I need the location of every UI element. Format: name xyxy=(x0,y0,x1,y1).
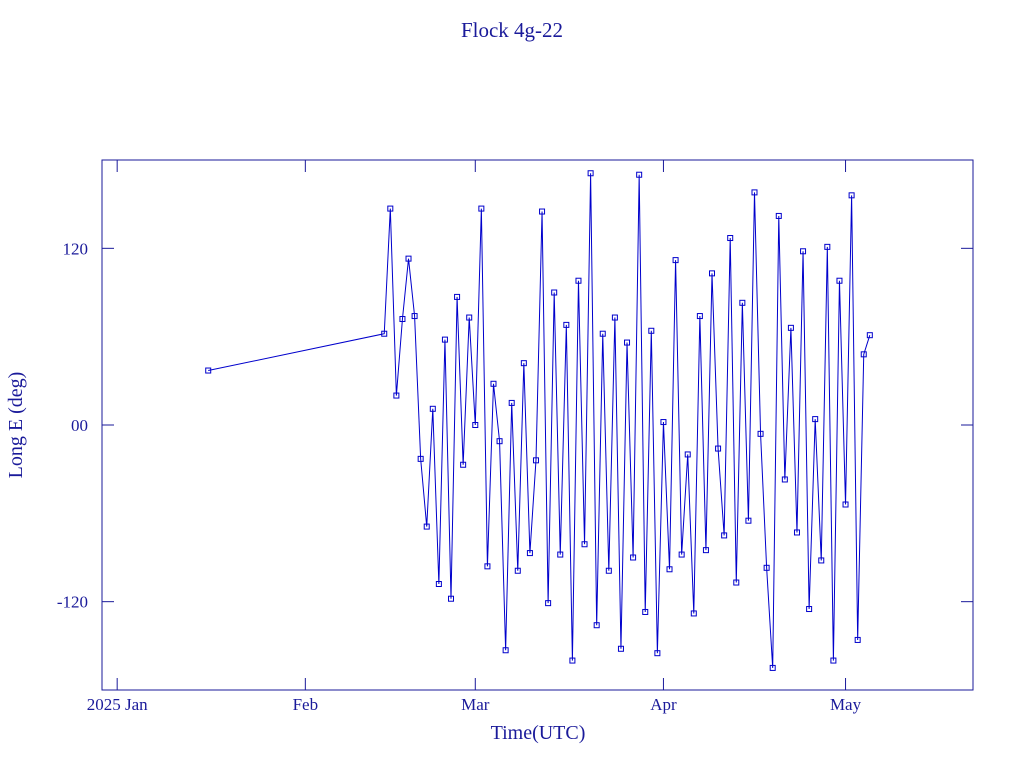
data-point xyxy=(399,316,406,322)
data-point xyxy=(423,523,430,530)
data-point xyxy=(690,610,697,617)
data-point xyxy=(702,547,709,554)
data-point xyxy=(605,567,612,574)
data-point xyxy=(587,170,594,177)
data-point xyxy=(545,600,552,607)
data-point xyxy=(715,445,722,452)
data-point xyxy=(775,212,782,219)
x-tick-label: Mar xyxy=(461,695,490,714)
data-point xyxy=(751,189,758,196)
data-point xyxy=(551,289,558,296)
data-point xyxy=(454,293,461,300)
y-tick-label: -120 xyxy=(57,593,88,612)
x-tick-label: Apr xyxy=(650,695,677,714)
data-point xyxy=(478,205,485,212)
data-point xyxy=(745,517,752,524)
data-point xyxy=(490,380,497,387)
data-point xyxy=(727,235,734,242)
data-point xyxy=(393,392,400,399)
data-point xyxy=(381,330,388,337)
data-point xyxy=(448,595,455,602)
data-point xyxy=(642,608,649,615)
data-point xyxy=(520,360,527,367)
plot-area xyxy=(205,170,873,671)
data-point xyxy=(526,550,533,557)
data-point xyxy=(611,314,618,321)
data-point xyxy=(441,336,448,343)
data-point xyxy=(569,657,576,664)
data-point xyxy=(818,557,825,564)
data-point xyxy=(739,299,746,306)
data-point xyxy=(484,563,491,570)
data-point xyxy=(824,243,831,250)
data-point xyxy=(636,171,643,178)
data-point xyxy=(836,277,843,284)
data-point xyxy=(417,455,424,462)
data-point xyxy=(472,422,479,428)
data-point xyxy=(496,438,503,445)
data-point xyxy=(696,313,703,320)
data-point xyxy=(205,367,212,374)
data-point xyxy=(593,622,600,629)
data-point xyxy=(532,457,539,464)
data-line xyxy=(208,173,871,668)
data-point xyxy=(709,270,716,277)
data-point xyxy=(793,529,800,536)
data-point xyxy=(806,606,813,613)
data-point xyxy=(654,650,661,657)
data-point xyxy=(624,339,631,346)
data-point xyxy=(672,257,679,264)
data-point xyxy=(769,664,776,671)
x-axis-label: Time(UTC) xyxy=(491,722,586,744)
data-point xyxy=(460,461,467,468)
data-point xyxy=(660,419,667,426)
chart-title: Flock 4g-22 xyxy=(461,18,563,42)
data-point xyxy=(721,532,728,539)
data-point xyxy=(854,636,861,643)
data-point xyxy=(502,647,509,654)
data-point xyxy=(781,476,788,483)
data-point xyxy=(648,327,655,334)
data-point xyxy=(411,313,418,320)
data-point xyxy=(630,554,637,561)
x-tick-label: 2025 Jan xyxy=(87,695,148,714)
y-tick-label: 120 xyxy=(63,239,89,258)
data-point xyxy=(812,416,819,423)
data-point xyxy=(800,248,807,255)
plot-frame xyxy=(101,159,974,691)
data-point xyxy=(617,645,624,652)
data-point xyxy=(508,399,515,406)
data-point xyxy=(387,205,394,212)
x-tick-label: May xyxy=(830,695,862,714)
data-point xyxy=(514,567,521,574)
data-point xyxy=(575,277,582,284)
data-point xyxy=(539,208,546,215)
data-point xyxy=(563,321,570,328)
x-tick-label: Feb xyxy=(293,695,319,714)
data-point xyxy=(684,451,691,458)
data-point xyxy=(557,551,564,558)
data-point xyxy=(666,566,673,573)
data-point xyxy=(757,430,764,437)
data-point xyxy=(435,581,442,587)
data-point xyxy=(860,351,867,358)
y-axis-label: Long E (deg) xyxy=(5,372,27,479)
data-point xyxy=(733,579,740,586)
data-point xyxy=(405,255,412,262)
data-point xyxy=(466,314,473,321)
y-tick-label: 00 xyxy=(71,416,88,435)
data-point xyxy=(581,541,588,548)
data-point xyxy=(866,332,873,339)
data-point xyxy=(787,324,794,331)
data-point xyxy=(842,501,849,508)
data-point xyxy=(678,551,685,558)
data-point xyxy=(429,405,436,412)
data-point xyxy=(763,564,770,571)
data-point xyxy=(848,192,855,199)
data-point xyxy=(830,657,837,664)
data-point xyxy=(599,330,606,337)
